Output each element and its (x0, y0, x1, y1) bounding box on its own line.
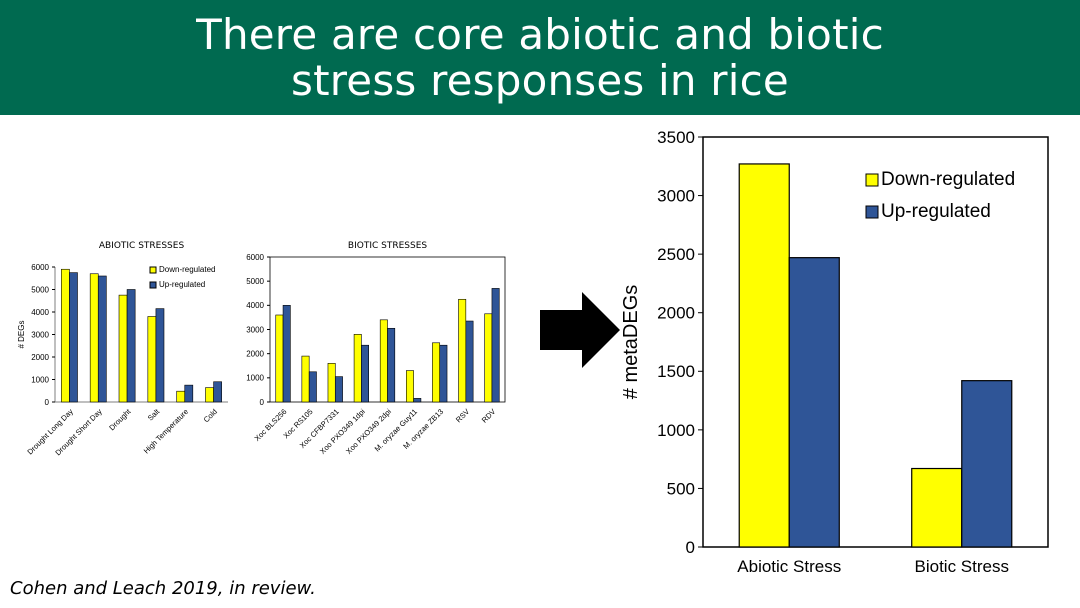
bar-up (465, 320, 474, 403)
metadegs-chart: 0 500 1000 1500 2000 2500 3000 3500 Abiotic Stre… (620, 128, 1049, 576)
y-tick-label: 1500 (657, 362, 695, 381)
bar-down (353, 334, 362, 403)
y-tick-label: 2000 (246, 349, 264, 358)
y-tick-label: 2500 (657, 245, 695, 264)
bar-up (387, 327, 396, 403)
bar-up (155, 308, 165, 403)
chart-title: BIOTIC STRESSES (348, 241, 427, 251)
y-tick-label: 3000 (31, 330, 49, 339)
chart-title: ABIOTIC STRESSES (99, 241, 185, 251)
plot-frame (702, 136, 1049, 548)
legend-label: Down-regulated (881, 169, 1015, 190)
category-label: Xoo PXO349 2dpi (344, 407, 393, 456)
legend-swatch (149, 266, 157, 274)
bar-up (961, 380, 1013, 548)
legend-label: Down-regulated (159, 265, 215, 274)
y-tick-label: 1000 (31, 375, 49, 384)
y-tick-label: 2000 (31, 353, 49, 362)
right-arrow-icon (540, 292, 620, 368)
bar-down (379, 319, 388, 403)
bar-down (118, 294, 128, 403)
bar-down (458, 298, 467, 403)
bar-down (406, 370, 414, 403)
category-label: Xoc BLS256 (253, 407, 289, 443)
bar-down (301, 355, 310, 403)
y-tick-label: 500 (667, 479, 695, 498)
bar-up (439, 344, 448, 403)
category-label: Cold (202, 407, 219, 424)
y-tick-label: 6000 (31, 263, 49, 272)
y-tick-label: 3500 (657, 128, 695, 147)
citation: Cohen and Leach 2019, in review. (10, 578, 316, 599)
category-label: Biotic Stress (915, 557, 1009, 576)
y-tick-label: 2000 (657, 304, 695, 323)
y-tick-label: 1000 (246, 374, 264, 383)
bar-up (334, 376, 343, 403)
legend-swatch (865, 173, 879, 187)
title-band: There are core abiotic and biotic stress… (0, 0, 1080, 115)
bar-up (491, 288, 500, 403)
bar-down (432, 342, 441, 403)
y-tick-label: 4000 (246, 301, 264, 310)
y-tick-label: 0 (260, 398, 265, 407)
y-axis-label: # metaDEGs (620, 285, 642, 399)
y-tick-label: 6000 (246, 253, 264, 262)
bar-down (275, 314, 284, 403)
bar-up (126, 289, 136, 403)
category-label: Xoo PXO349 1dpi (318, 407, 367, 456)
bar-up (213, 381, 222, 403)
y-tick-label: 3000 (246, 325, 264, 334)
bar-up (361, 344, 369, 403)
y-tick-label: 4000 (31, 308, 49, 317)
bar-up (97, 275, 107, 403)
legend-swatch (865, 205, 879, 219)
y-tick-label: 5000 (246, 277, 264, 286)
bar-down (89, 273, 99, 403)
bar-down (738, 163, 790, 548)
slide-title: There are core abiotic and biotic stress… (196, 9, 884, 105)
bar-up (413, 398, 422, 403)
bar-down (61, 268, 70, 403)
bar-up (69, 272, 78, 403)
y-axis-label: # DEGs (17, 320, 26, 348)
y-tick-label: 5000 (31, 285, 49, 294)
bar-down (176, 390, 186, 403)
bar-down (484, 313, 493, 403)
category-label: RDV (480, 407, 498, 425)
bar-up (282, 305, 291, 403)
category-label: Drought (107, 406, 133, 432)
category-label: Abiotic Stress (737, 557, 841, 576)
bar-up (184, 384, 194, 403)
bar-up (308, 371, 317, 403)
category-label: Salt (146, 406, 162, 422)
bar-down (205, 387, 214, 403)
y-tick-label: 0 (686, 538, 695, 557)
bar-down (911, 467, 963, 548)
bar-down (147, 316, 157, 403)
y-tick-label: 0 (45, 398, 50, 407)
y-tick-label: 3000 (657, 187, 695, 206)
legend-label: Up-regulated (881, 201, 991, 222)
bar-up (788, 257, 840, 548)
y-tick-label: 1000 (657, 421, 695, 440)
legend-label: Up-regulated (159, 280, 205, 289)
bar-down (327, 363, 336, 403)
legend-swatch (149, 281, 157, 289)
category-label: RSV (454, 407, 471, 424)
